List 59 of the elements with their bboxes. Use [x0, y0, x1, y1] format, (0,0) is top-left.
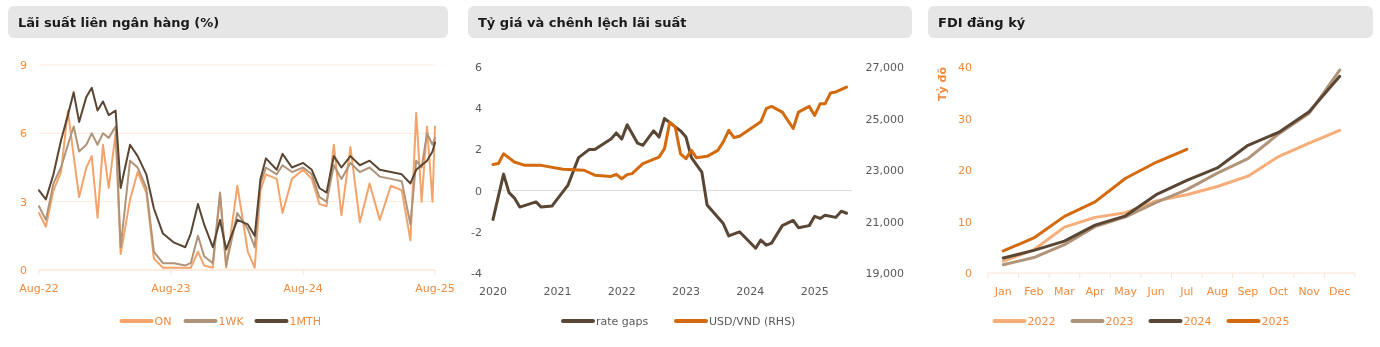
line-series [1001, 147, 1189, 253]
chart-title: FDI đăng ký [938, 15, 1026, 30]
x-tick-label: Aug-25 [415, 282, 455, 295]
y2-tick-label: 25,000 [865, 112, 904, 126]
y-tick-label: 4 [475, 102, 482, 116]
y-tick-label: -4 [471, 267, 482, 280]
x-tick-label: Jan [993, 285, 1012, 298]
x-tick-label: May [1114, 285, 1138, 298]
x-tick-label: Sep [1237, 285, 1259, 298]
y-axis-title: Tỷ đô [936, 66, 949, 101]
x-tick-label: Oct [1269, 285, 1289, 298]
y-tick-label: 2 [475, 143, 482, 157]
x-tick-label: 2020 [479, 285, 507, 298]
y-tick-label: 30 [958, 112, 972, 126]
x-tick-label: Feb [1024, 285, 1044, 298]
x-tick-label: 2023 [671, 285, 700, 298]
y-tick-label: 3 [20, 195, 27, 209]
x-tick-label: Jun [1146, 285, 1165, 298]
line-series [491, 117, 849, 250]
legend-label: 2022 [1027, 315, 1056, 328]
y-tick-label: 40 [958, 61, 972, 74]
x-tick-label: 2024 [736, 285, 765, 298]
line-series [38, 86, 436, 251]
legend-label: 2025 [1261, 315, 1290, 328]
y-tick-label: 20 [958, 164, 972, 177]
y-tick-label: -2 [471, 225, 482, 239]
y-tick-label: 6 [20, 127, 27, 141]
legend-label: 1MTH [289, 315, 321, 328]
x-tick-label: Mar [1054, 285, 1076, 298]
legend-label: ON [154, 315, 172, 328]
x-tick-label: 2025 [800, 285, 829, 298]
x-tick-label: Jul [1179, 285, 1194, 298]
x-tick-label: Nov [1298, 285, 1321, 298]
y-tick-label: 9 [20, 59, 27, 72]
legend-label: rate gaps [596, 315, 649, 328]
line-series [491, 85, 849, 181]
y2-tick-label: 23,000 [865, 164, 904, 177]
x-tick-label: Apr [1085, 285, 1106, 298]
y-tick-label: 0 [965, 267, 972, 280]
y2-tick-label: 21,000 [865, 215, 904, 229]
x-tick-label: Aug-22 [19, 282, 59, 295]
y2-tick-label: 27,000 [865, 61, 904, 74]
x-tick-label: 2022 [607, 285, 636, 298]
x-tick-label: Aug-24 [283, 282, 323, 295]
y-tick-label: 10 [958, 215, 972, 229]
x-tick-label: 2021 [543, 285, 572, 298]
y-tick-label: 0 [475, 184, 482, 198]
legend-label: 1WK [218, 315, 245, 328]
chart-title: Lãi suất liên ngân hàng (%) [18, 15, 220, 30]
x-tick-label: Dec [1329, 285, 1351, 298]
legend-label: USD/VND (RHS) [709, 315, 796, 328]
y-tick-label: 0 [20, 264, 27, 277]
y-tick-label: 6 [475, 61, 482, 74]
x-tick-label: Aug [1206, 285, 1229, 298]
y2-tick-label: 19,000 [865, 267, 904, 280]
legend-label: 2023 [1105, 315, 1134, 328]
legend-label: 2024 [1183, 315, 1212, 328]
chart-title: Tỷ giá và chênh lệch lãi suất [478, 15, 687, 30]
x-tick-label: Aug-23 [151, 282, 191, 295]
